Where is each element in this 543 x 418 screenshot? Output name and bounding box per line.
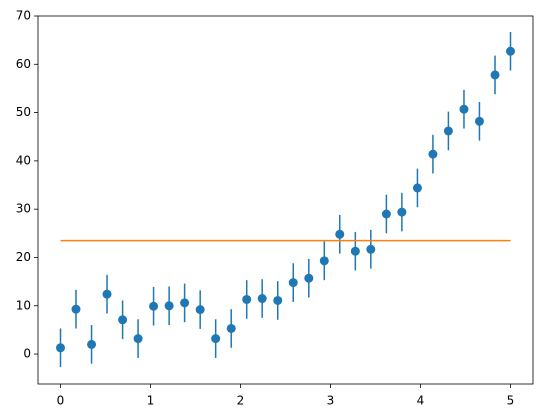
plot-frame — [37, 15, 534, 385]
data-point — [459, 104, 469, 114]
data-point — [490, 70, 500, 80]
data-point — [443, 126, 453, 136]
data-point — [149, 301, 159, 311]
data-point — [474, 116, 484, 126]
data-point — [118, 315, 128, 325]
data-point — [133, 334, 143, 344]
x-tick-label: 0 — [57, 394, 65, 408]
data-point — [242, 294, 252, 304]
x-tick-label: 3 — [327, 394, 335, 408]
data-point — [87, 339, 97, 349]
y-tick-label: 30 — [16, 202, 31, 216]
data-point — [335, 229, 345, 239]
y-tick-label: 0 — [23, 347, 31, 361]
x-tick-label: 4 — [417, 394, 425, 408]
x-tick-label: 5 — [507, 394, 515, 408]
y-tick-label: 70 — [16, 9, 31, 23]
data-point — [366, 244, 376, 254]
data-point — [506, 46, 515, 56]
data-point — [304, 273, 314, 283]
data-point — [226, 323, 236, 333]
data-point — [71, 304, 81, 314]
y-tick-label: 60 — [16, 57, 31, 71]
data-point — [102, 289, 112, 299]
data-point — [180, 298, 190, 308]
data-point — [257, 294, 267, 304]
data-point — [350, 246, 360, 256]
data-point — [273, 295, 283, 305]
data-point — [381, 209, 391, 219]
y-tick-label: 20 — [16, 250, 31, 264]
data-point — [195, 305, 205, 315]
data-point — [412, 183, 422, 193]
data-point — [319, 256, 329, 266]
data-point — [56, 343, 65, 353]
y-tick-label: 50 — [16, 105, 31, 119]
data-point — [164, 301, 174, 311]
data-point — [428, 149, 438, 159]
data-point — [211, 334, 221, 344]
data-point — [288, 278, 298, 288]
x-tick-label: 2 — [237, 394, 245, 408]
x-tick-label: 1 — [147, 394, 155, 408]
y-tick-label: 10 — [16, 298, 31, 312]
y-tick-label: 40 — [16, 153, 31, 167]
data-point — [397, 207, 407, 217]
